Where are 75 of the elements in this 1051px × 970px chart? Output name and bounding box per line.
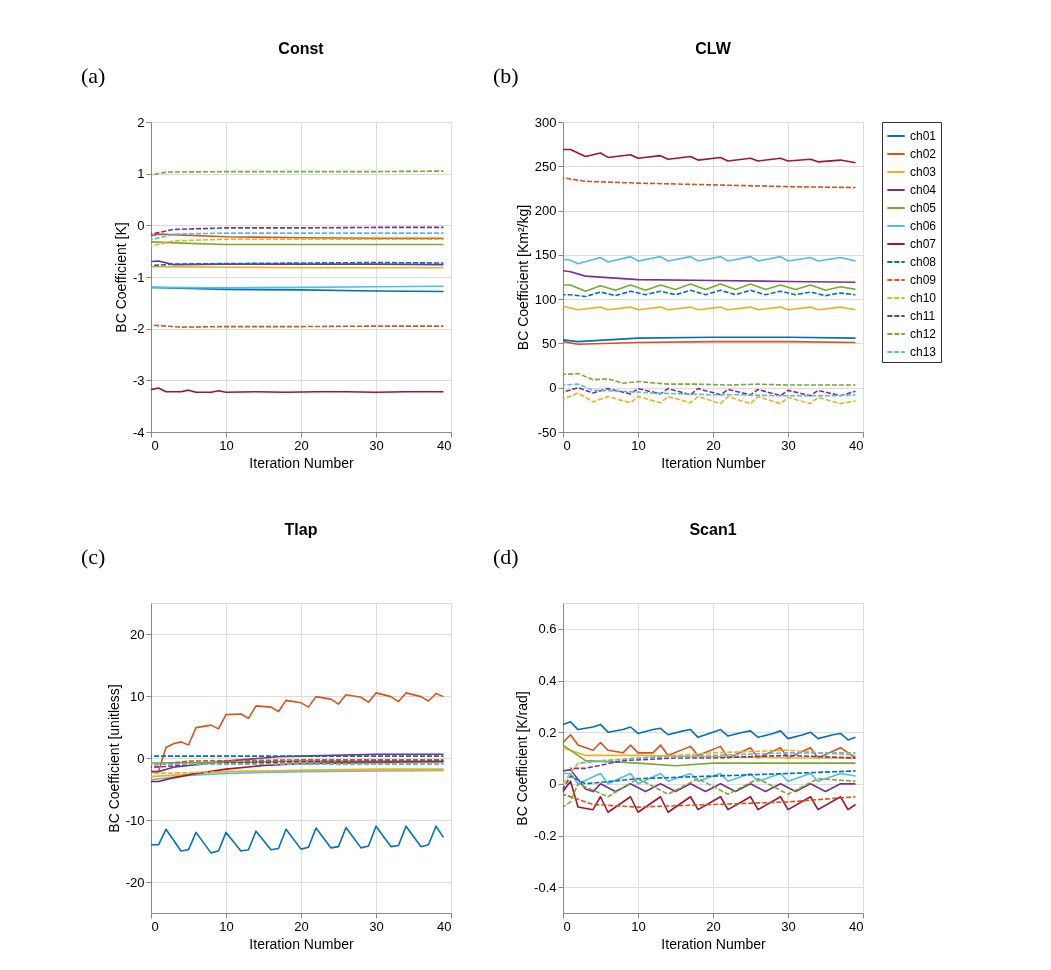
y-tick-label: -50 xyxy=(537,424,557,440)
x-tick-label: 30 xyxy=(781,918,796,934)
x-axis-title: Iteration Number xyxy=(249,935,354,952)
x-axis-title: Iteration Number xyxy=(249,454,354,471)
x-tick-label: 10 xyxy=(219,918,234,934)
x-tick-label: 0 xyxy=(151,918,159,934)
y-tick-label: -2 xyxy=(132,321,145,337)
y-tick-label: -20 xyxy=(125,874,145,890)
x-tick-label: 10 xyxy=(631,437,646,453)
legend-label: ch01 xyxy=(910,129,937,143)
y-tick-label: -1 xyxy=(132,269,145,285)
legend-label: ch05 xyxy=(910,201,937,215)
x-tick-label: 40 xyxy=(437,437,452,453)
y-tick-label: 10 xyxy=(130,688,145,704)
text: (b) xyxy=(493,63,519,88)
y-tick-label: 300 xyxy=(534,114,557,130)
y-tick-label: 0.4 xyxy=(538,673,557,688)
legend-label: ch12 xyxy=(910,327,937,341)
legend-label: ch11 xyxy=(910,309,936,323)
x-tick-label: 10 xyxy=(219,437,234,453)
legend-label: ch13 xyxy=(910,345,937,359)
chart-title: Tlap xyxy=(284,521,318,538)
legend-label: ch07 xyxy=(910,237,937,251)
y-axis-title: BC Coefficient [unitless] xyxy=(105,684,122,833)
y-tick-label: -3 xyxy=(132,372,145,388)
y-tick-label: 50 xyxy=(542,335,557,351)
y-tick-label: 0 xyxy=(549,776,557,792)
legend-label: ch02 xyxy=(910,147,937,161)
legend-label: ch06 xyxy=(910,219,937,233)
text: (c) xyxy=(81,544,106,569)
x-tick-label: 0 xyxy=(151,437,159,453)
x-axis-title: Iteration Number xyxy=(661,454,766,471)
y-tick-label: 1 xyxy=(137,166,145,182)
x-tick-label: 30 xyxy=(369,437,384,453)
y-axis-title: BC Coefficient [K] xyxy=(112,222,129,333)
y-tick-label: 0.6 xyxy=(538,621,557,637)
y-tick-label: 200 xyxy=(534,203,557,219)
x-axis-title: Iteration Number xyxy=(661,935,766,952)
y-tick-label: -10 xyxy=(125,812,145,828)
legend-label: ch09 xyxy=(910,273,937,287)
legend-label: ch03 xyxy=(910,165,937,179)
chart-title: Const xyxy=(278,40,325,57)
y-axis-title: BC Coefficient [Km²/kg] xyxy=(514,204,531,351)
y-tick-label: 0.2 xyxy=(538,724,557,740)
y-tick-label: 0 xyxy=(137,750,145,766)
text: (d) xyxy=(493,544,519,569)
y-tick-label: 100 xyxy=(534,291,557,307)
y-tick-label: 0 xyxy=(549,380,557,396)
x-tick-label: 30 xyxy=(781,437,796,453)
x-tick-label: 30 xyxy=(369,918,384,934)
y-tick-label: 150 xyxy=(534,247,557,263)
y-tick-label: 0 xyxy=(137,217,145,233)
x-tick-label: 20 xyxy=(706,437,721,453)
x-tick-label: 40 xyxy=(849,437,864,453)
y-tick-label: -4 xyxy=(132,424,145,440)
x-tick-label: 0 xyxy=(563,918,571,934)
x-tick-label: 20 xyxy=(294,918,309,934)
y-tick-label: -0.2 xyxy=(534,828,557,843)
x-tick-label: 20 xyxy=(706,918,721,934)
legend-label: ch10 xyxy=(910,291,937,305)
y-tick-label: 20 xyxy=(130,626,145,642)
y-tick-label: -0.4 xyxy=(534,879,557,895)
text: (a) xyxy=(81,63,106,88)
x-tick-label: 0 xyxy=(563,437,571,453)
chart-title: Scan1 xyxy=(689,521,737,538)
x-tick-label: 10 xyxy=(631,918,646,934)
x-tick-label: 40 xyxy=(849,918,864,934)
legend-label: ch04 xyxy=(910,183,937,197)
chart-title: CLW xyxy=(695,40,732,57)
y-tick-label: 2 xyxy=(137,114,145,130)
x-tick-label: 40 xyxy=(437,918,452,934)
x-tick-label: 20 xyxy=(294,437,309,453)
legend-label: ch08 xyxy=(910,255,937,269)
y-axis-title: BC Coefficient [K/rad] xyxy=(514,691,531,826)
y-tick-label: 250 xyxy=(534,158,557,174)
